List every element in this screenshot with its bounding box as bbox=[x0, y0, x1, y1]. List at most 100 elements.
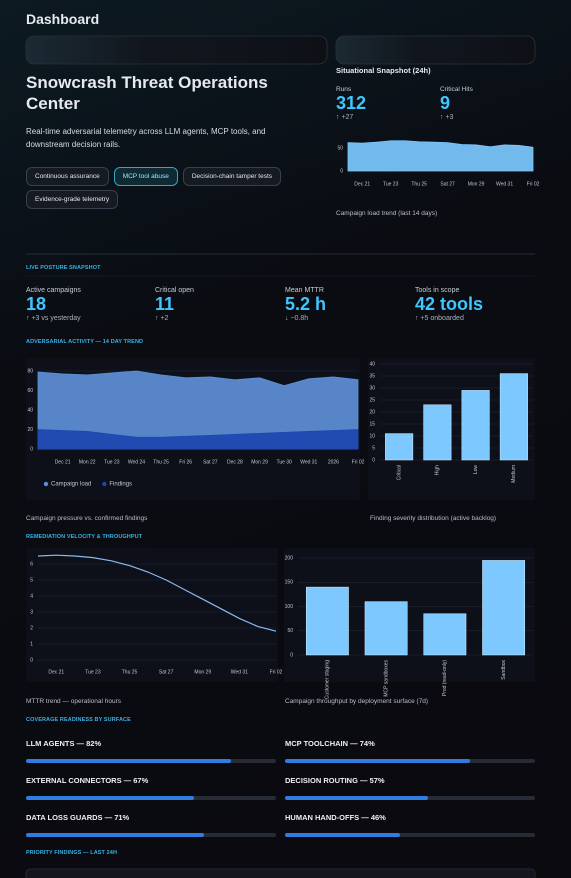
coverage-bar bbox=[26, 759, 231, 763]
kpi: Critical open 11 ↑ +2 bbox=[155, 287, 194, 322]
x-tick-label: Prod (read-only) bbox=[442, 660, 448, 696]
y-tick-label: 20 bbox=[27, 427, 33, 433]
snapshot-banner bbox=[335, 35, 536, 65]
y-tick-label: 0 bbox=[340, 168, 343, 174]
legend-label: Campaign load bbox=[51, 482, 91, 488]
x-tick-label: Tue 23 bbox=[104, 459, 120, 465]
coverage-item: DECISION ROUTING — 57% bbox=[285, 776, 535, 800]
x-tick-label: Tue 23 bbox=[383, 181, 399, 187]
y-tick-label: 5 bbox=[372, 445, 375, 451]
section-title: REMEDIATION VELOCITY & THROUGHPUT bbox=[26, 534, 143, 540]
x-tick-label: Mon 22 bbox=[79, 459, 96, 465]
tag[interactable]: MCP tool abuse bbox=[113, 167, 178, 186]
y-tick-label: 0 bbox=[30, 657, 33, 663]
y-tick-label: 0 bbox=[290, 652, 293, 658]
tag[interactable]: Continuous assurance bbox=[26, 167, 109, 186]
metric: Critical Hits 9 ↑ +3 bbox=[440, 86, 473, 121]
x-tick-label: Sat 27 bbox=[203, 459, 218, 465]
coverage-bar bbox=[285, 796, 428, 800]
coverage-track bbox=[26, 796, 276, 800]
y-tick-label: 25 bbox=[369, 397, 375, 403]
x-tick-label: Mon 29 bbox=[468, 181, 485, 187]
metric-value: 9 bbox=[440, 93, 451, 113]
y-tick-label: 35 bbox=[369, 373, 375, 379]
coverage-track bbox=[285, 833, 535, 837]
kpi-value: 18 bbox=[26, 294, 47, 314]
coverage-bar bbox=[26, 796, 194, 800]
y-tick-label: 80 bbox=[27, 368, 33, 374]
x-tick-label: Wed 31 bbox=[496, 181, 513, 187]
section-title: PRIORITY FINDINGS — LAST 24H bbox=[26, 850, 118, 856]
coverage-item: LLM AGENTS — 82% bbox=[26, 739, 276, 763]
x-tick-label: Dec 21 bbox=[354, 181, 370, 187]
x-tick-label: Fri 02 bbox=[527, 181, 540, 187]
x-tick-label: Tue 23 bbox=[85, 669, 101, 675]
metric: Runs 312 ↑ +27 bbox=[336, 86, 366, 121]
y-tick-label: 200 bbox=[285, 555, 294, 561]
x-tick-label: Thu 25 bbox=[122, 669, 138, 675]
page-title: Dashboard bbox=[26, 11, 100, 27]
bar bbox=[423, 404, 452, 461]
y-tick-label: 60 bbox=[27, 388, 33, 394]
x-tick-label: Low bbox=[473, 465, 479, 475]
chart-caption: Finding severity distribution (active ba… bbox=[370, 515, 497, 522]
y-tick-label: 40 bbox=[369, 361, 375, 367]
x-tick-label: Tue 30 bbox=[276, 459, 292, 465]
x-tick-label: Sat 27 bbox=[440, 181, 455, 187]
kpi: Active campaigns 18 ↑ +3 vs yesterday bbox=[26, 287, 81, 322]
metric-delta: ↑ +27 bbox=[336, 114, 354, 121]
y-tick-label: 50 bbox=[287, 628, 293, 634]
y-tick-label: 1 bbox=[30, 641, 33, 647]
bar bbox=[364, 601, 408, 656]
tag[interactable]: Evidence-grade telemetry bbox=[26, 190, 119, 209]
coverage-item: EXTERNAL CONNECTORS — 67% bbox=[26, 776, 276, 800]
kpi: Tools in scope 42 tools ↑ +5 onboarded bbox=[415, 287, 483, 322]
kpi-delta: ↓ −0.8h bbox=[285, 315, 309, 322]
hero-banner bbox=[25, 35, 328, 65]
metric-label: Runs bbox=[336, 86, 352, 93]
section-title: ADVERSARIAL ACTIVITY — 14 DAY TREND bbox=[26, 339, 144, 345]
kpi-label: Tools in scope bbox=[415, 287, 460, 294]
chart-caption: Campaign throughput by deployment surfac… bbox=[285, 698, 429, 705]
x-tick-label: Thu 25 bbox=[153, 459, 169, 465]
line bbox=[37, 554, 277, 632]
chart-caption: MTTR trend — operational hours bbox=[26, 698, 122, 705]
y-tick-label: 10 bbox=[369, 433, 375, 439]
coverage-item: HUMAN HAND-OFFS — 46% bbox=[285, 813, 535, 837]
kpi-label: Mean MTTR bbox=[285, 287, 324, 294]
kpi-value: 42 tools bbox=[415, 294, 484, 314]
area bbox=[37, 429, 359, 450]
bar bbox=[482, 560, 526, 656]
metric-label: Critical Hits bbox=[440, 86, 473, 93]
x-tick-label: High bbox=[435, 465, 441, 476]
coverage-label: DECISION ROUTING — 57% bbox=[285, 776, 385, 785]
metric-delta: ↑ +3 bbox=[440, 114, 454, 121]
x-tick-label: Sandbox bbox=[501, 660, 507, 680]
kpi-label: Critical open bbox=[155, 287, 194, 294]
bar bbox=[305, 586, 349, 656]
snapshot-title: Situational Snapshot (24h) bbox=[336, 66, 431, 75]
hero-title: Snowcrash Threat Operations Center bbox=[26, 73, 268, 113]
bar bbox=[423, 613, 467, 656]
legend-swatch bbox=[43, 481, 49, 487]
y-tick-label: 50 bbox=[337, 145, 343, 151]
y-tick-label: 30 bbox=[369, 385, 375, 391]
x-tick-label: Thu 25 bbox=[411, 181, 427, 187]
legend-swatch bbox=[102, 481, 107, 487]
legend-label: Findings bbox=[109, 482, 132, 488]
x-tick-label: Wed 24 bbox=[128, 459, 145, 465]
x-tick-label: MCP sandboxes bbox=[383, 660, 389, 697]
metric-value: 312 bbox=[336, 93, 367, 113]
y-tick-label: 100 bbox=[285, 604, 294, 610]
tag[interactable]: Decision-chain tamper tests bbox=[182, 167, 282, 186]
coverage-label: EXTERNAL CONNECTORS — 67% bbox=[26, 776, 149, 785]
x-tick-label: Medium bbox=[511, 465, 517, 483]
panel bbox=[26, 548, 278, 682]
kpi-value: 11 bbox=[155, 294, 175, 314]
y-tick-label: 0 bbox=[30, 446, 33, 452]
coverage-bar bbox=[285, 759, 470, 763]
y-tick-label: 5 bbox=[30, 577, 33, 583]
coverage-bar bbox=[285, 833, 400, 837]
findings-table bbox=[25, 868, 536, 878]
